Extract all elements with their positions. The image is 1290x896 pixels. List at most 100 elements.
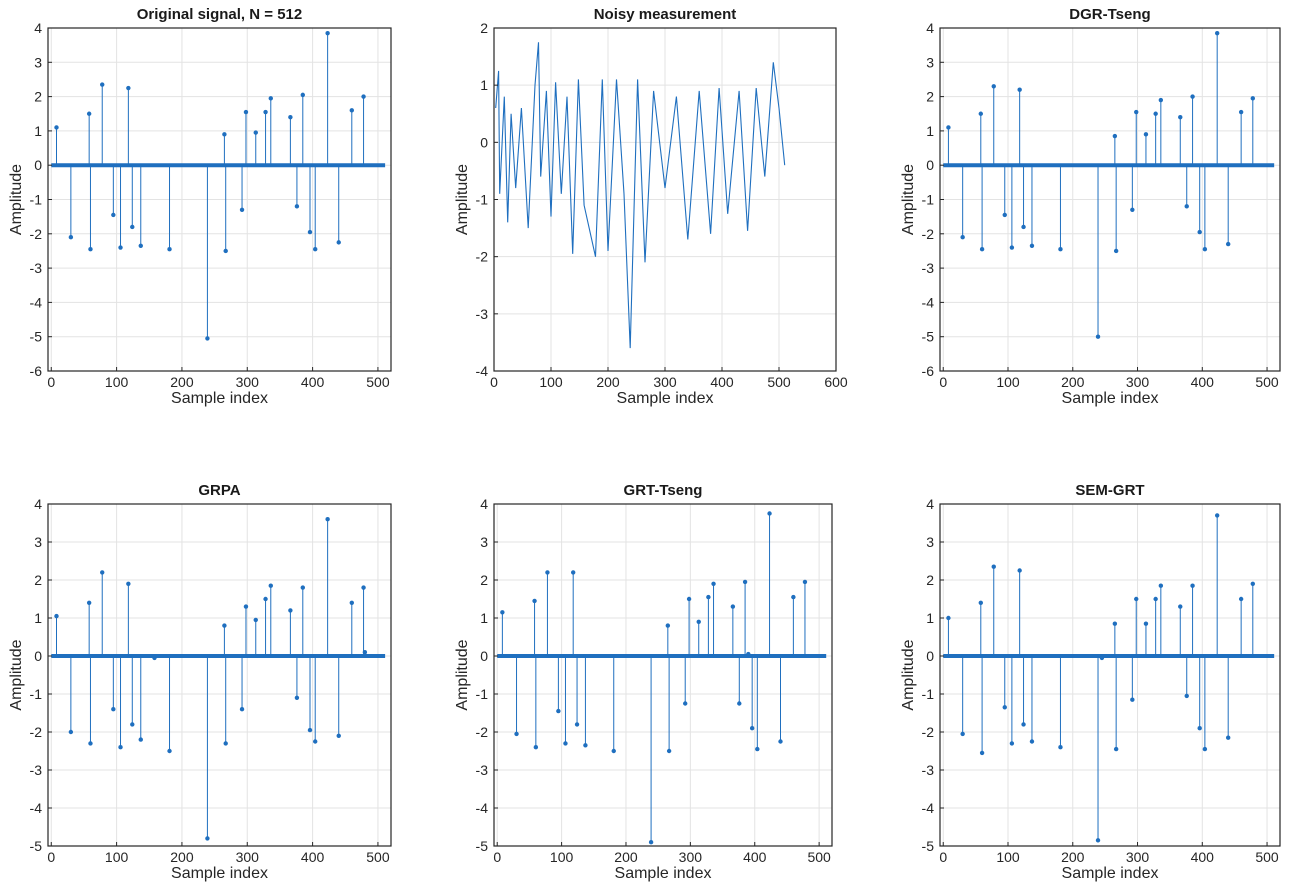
stem-marker bbox=[1002, 705, 1007, 710]
x-tick-label: 100 bbox=[996, 849, 1020, 865]
x-tick-label: 400 bbox=[1191, 374, 1215, 390]
y-tick-label: 0 bbox=[926, 648, 934, 664]
stem-marker bbox=[100, 570, 105, 575]
stem-marker bbox=[86, 600, 92, 605]
stem-marker bbox=[223, 741, 228, 746]
y-tick-label: 2 bbox=[34, 89, 42, 105]
x-tick-label: 500 bbox=[1255, 849, 1279, 865]
y-tick-label: -4 bbox=[922, 800, 935, 816]
stem-marker bbox=[1250, 96, 1256, 101]
y-tick-label: 4 bbox=[34, 20, 42, 36]
plot-area bbox=[943, 30, 1275, 339]
stem-marker bbox=[1009, 741, 1015, 746]
stem-marker bbox=[307, 727, 313, 733]
y-tick-label: 4 bbox=[480, 496, 488, 512]
plot-area bbox=[497, 511, 827, 845]
subplot-6: 0 100 200 300 400 500 -5 -4 -3 -2 -1 0 1 2 3 4 SEM-GRT Sa… bbox=[900, 482, 1281, 882]
stem-marker bbox=[288, 608, 293, 613]
subplot-title: SEM-GRT bbox=[1075, 482, 1144, 499]
x-tick-label: 0 bbox=[490, 374, 498, 390]
stem-marker bbox=[1058, 745, 1063, 750]
stem-marker bbox=[749, 726, 755, 731]
stem-marker bbox=[1178, 604, 1183, 609]
y-tick-label: -1 bbox=[476, 192, 489, 208]
stem-marker bbox=[243, 109, 249, 115]
y-tick-label: 4 bbox=[926, 20, 934, 36]
stem-marker bbox=[1158, 97, 1164, 103]
stem-marker bbox=[991, 564, 996, 569]
stem-marker bbox=[746, 651, 751, 657]
stem-marker bbox=[1143, 621, 1149, 626]
x-tick-label: 400 bbox=[743, 849, 767, 865]
y-tick-label: -1 bbox=[30, 192, 43, 208]
x-axis-label: Sample index bbox=[615, 865, 712, 882]
stem-marker bbox=[307, 229, 313, 235]
stem-marker bbox=[979, 247, 985, 252]
y-tick-label: -2 bbox=[476, 249, 489, 265]
x-tick-label: 500 bbox=[767, 374, 791, 390]
x-tick-label: 200 bbox=[596, 374, 620, 390]
stem-marker bbox=[1143, 132, 1149, 137]
y-axis-label: Amplitude bbox=[454, 639, 471, 710]
x-tick-label: 100 bbox=[105, 374, 129, 390]
x-tick-label: 400 bbox=[301, 374, 325, 390]
y-tick-label: 4 bbox=[926, 496, 934, 512]
x-tick-label: 200 bbox=[614, 849, 638, 865]
y-axis-label: Amplitude bbox=[8, 164, 25, 235]
stem-marker bbox=[1095, 334, 1101, 339]
y-tick-label: 3 bbox=[480, 534, 488, 550]
y-tick-label: 3 bbox=[34, 534, 42, 550]
stem-marker bbox=[1029, 243, 1035, 249]
stem-marker bbox=[1095, 838, 1101, 843]
stem-marker bbox=[349, 108, 354, 113]
subplot-title: Noisy measurement bbox=[594, 6, 737, 23]
x-tick-label: 0 bbox=[493, 849, 501, 865]
subplot-1: 0 100 200 300 400 500 -6 -5 -4 -3 -2 -1 0 1 2 3 4 Origina… bbox=[8, 6, 392, 407]
stem-marker bbox=[1238, 596, 1244, 602]
y-tick-label: -1 bbox=[476, 686, 489, 702]
y-tick-label: 2 bbox=[34, 572, 42, 588]
stem-marker bbox=[1197, 726, 1202, 731]
stem-marker bbox=[1002, 212, 1007, 218]
stem-marker bbox=[1099, 655, 1105, 661]
y-tick-label: 0 bbox=[34, 648, 42, 664]
axes-frame bbox=[47, 503, 392, 847]
y-axis-label: Amplitude bbox=[900, 164, 917, 235]
stem-marker bbox=[88, 247, 93, 252]
x-tick-label: 300 bbox=[679, 849, 703, 865]
stem-marker bbox=[706, 594, 711, 600]
stem-marker bbox=[325, 517, 330, 522]
stem-marker bbox=[778, 739, 783, 744]
stem-marker bbox=[1017, 568, 1022, 573]
stem-marker bbox=[1112, 133, 1118, 139]
stem-marker bbox=[313, 739, 318, 744]
stem-marker bbox=[54, 125, 59, 130]
stem-marker bbox=[791, 594, 796, 600]
stem-marker bbox=[205, 836, 210, 841]
stem-marker bbox=[126, 85, 131, 91]
stem-marker bbox=[294, 695, 300, 700]
x-tick-label: 100 bbox=[996, 374, 1020, 390]
y-tick-label: 2 bbox=[926, 572, 934, 588]
stem-marker bbox=[802, 579, 808, 585]
stem-marker bbox=[167, 247, 172, 252]
stem-marker bbox=[686, 596, 692, 602]
y-tick-label: 0 bbox=[926, 157, 934, 173]
subplot-title: Original signal, N = 512 bbox=[137, 6, 302, 23]
stem-marker bbox=[683, 701, 688, 706]
stem-marker bbox=[362, 650, 368, 655]
y-tick-label: -4 bbox=[30, 800, 43, 816]
stem-marker bbox=[1153, 596, 1158, 602]
stem-marker bbox=[648, 840, 654, 845]
plot-area bbox=[943, 513, 1275, 843]
stem-marker bbox=[1184, 693, 1189, 699]
stem-marker bbox=[1250, 581, 1256, 586]
x-tick-label: 500 bbox=[1255, 374, 1279, 390]
stem-marker bbox=[767, 511, 772, 516]
x-tick-label: 0 bbox=[47, 849, 55, 865]
stem-marker bbox=[138, 737, 143, 742]
x-tick-label: 200 bbox=[170, 849, 194, 865]
stem-marker bbox=[1197, 229, 1202, 235]
stem-marker bbox=[978, 111, 983, 116]
stem-marker bbox=[88, 741, 93, 746]
